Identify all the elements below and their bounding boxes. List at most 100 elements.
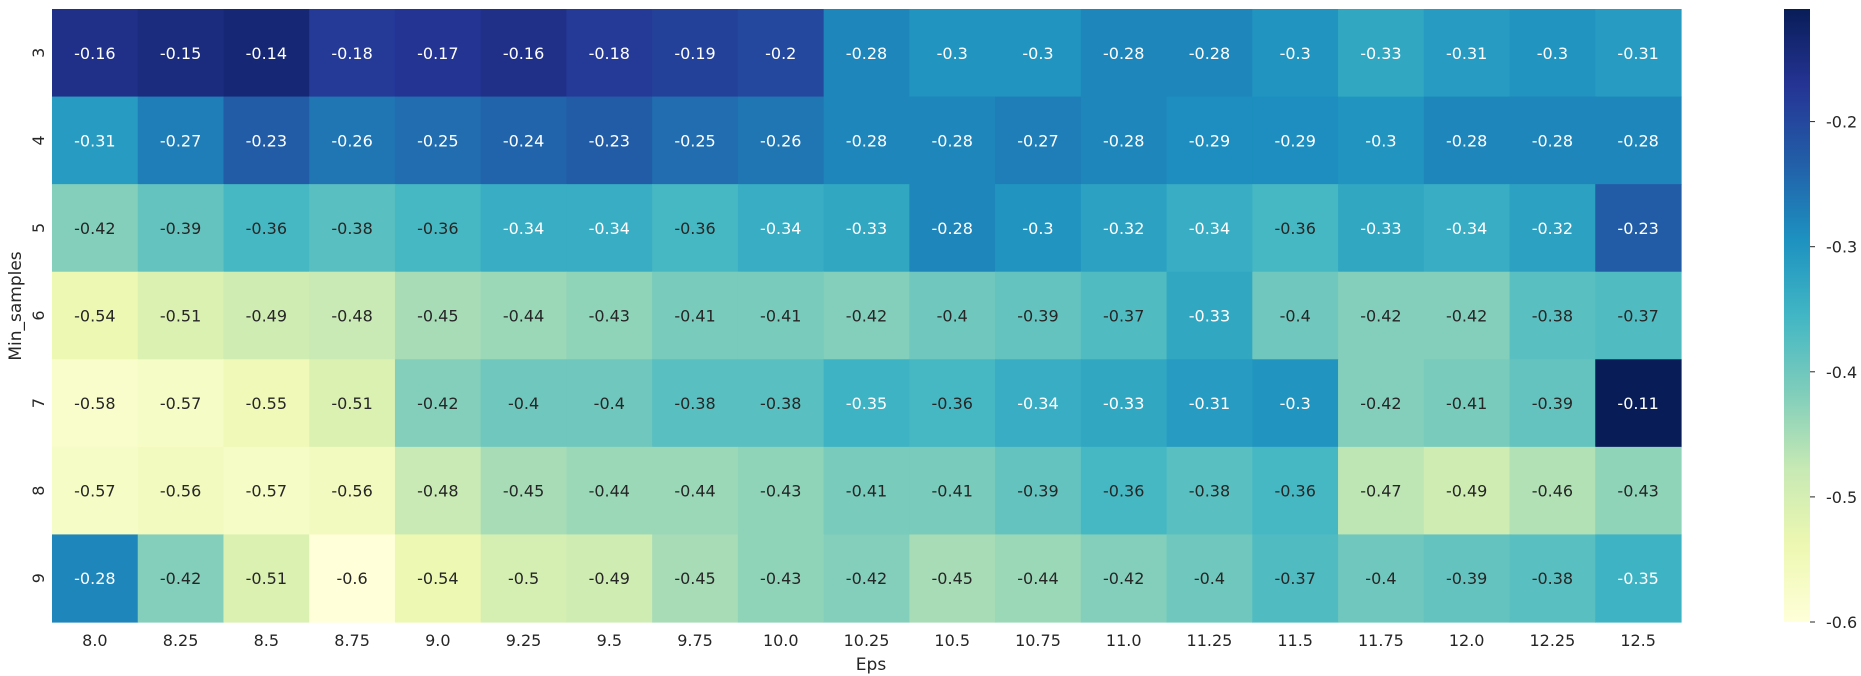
heatmap-cell [823,271,910,360]
cell-value-label: -0.43 [589,307,630,326]
cell-value-label: -0.41 [932,482,973,501]
heatmap-cell [1252,184,1339,273]
colorbar-tick-label: -0.6 [1826,613,1857,632]
cell-value-label: -0.36 [674,219,715,238]
cell-value-label: -0.28 [932,219,973,238]
heatmap-cell [1338,446,1425,536]
cell-value-label: -0.54 [74,307,115,326]
cell-value-label: -0.54 [417,569,458,588]
y-tick-label: 8 [29,486,48,496]
heatmap-cell [737,271,825,360]
cell-value-label: -0.34 [760,219,801,238]
cell-value-label: -0.3 [937,44,968,63]
heatmap-cell [995,534,1082,623]
heatmap-cell [909,359,996,448]
heatmap-cell [1595,359,1682,448]
cell-value-label: -0.38 [331,219,372,238]
x-tick-label: 10.0 [763,631,799,650]
heatmap-cell [737,446,825,536]
heatmap-cell [1595,446,1682,536]
cell-value-label: -0.33 [1360,44,1401,63]
cell-value-label: -0.2 [765,44,796,63]
cell-value-label: -0.39 [1017,307,1058,326]
heatmap-cell [309,96,396,185]
cell-value-label: -0.45 [674,569,715,588]
cell-value-label: -0.37 [1103,307,1144,326]
cell-value-label: -0.42 [417,394,458,413]
cell-value-label: -0.43 [760,569,801,588]
cell-value-label: -0.28 [74,569,115,588]
cell-value-label: -0.28 [1446,131,1487,150]
heatmap-cell [137,271,225,360]
cell-value-label: -0.36 [417,219,458,238]
cell-value-label: -0.3 [1280,44,1311,63]
heatmap-cell [1166,96,1253,185]
heatmap-cell [1252,359,1339,448]
x-tick-label: 11.5 [1277,631,1313,650]
x-tick-label: 8.75 [334,631,370,650]
heatmap-cell [1080,184,1168,273]
heatmap-cell [737,9,825,98]
heatmap-cell [309,9,396,98]
cell-value-label: -0.28 [1617,131,1658,150]
cell-value-label: -0.39 [1446,569,1487,588]
cell-value-label: -0.58 [74,394,115,413]
heatmap-cell [566,96,653,185]
heatmap-cell [1080,534,1168,623]
cell-value-label: -0.31 [1189,394,1230,413]
cell-value-label: -0.44 [589,482,630,501]
colorbar-tick-label: -0.2 [1826,113,1857,132]
heatmap-cell [52,184,139,273]
cell-value-label: -0.28 [1103,44,1144,63]
y-tick-label: 3 [29,48,48,58]
heatmap-cell [394,359,482,448]
heatmap-cell [52,96,139,185]
heatmap-cell [909,184,996,273]
cell-value-label: -0.41 [846,482,887,501]
cell-value-label: -0.27 [1017,131,1058,150]
heatmap-cell [223,446,310,536]
heatmap-cell [566,446,653,536]
cell-value-label: -0.28 [846,44,887,63]
cell-value-label: -0.46 [1532,482,1573,501]
heatmap-cell [1080,96,1168,185]
heatmap-cell [995,9,1082,98]
heatmap-cell [1080,271,1168,360]
cell-value-label: -0.19 [674,44,715,63]
cell-value-label: -0.4 [937,307,968,326]
cell-value-label: -0.57 [160,394,201,413]
cell-value-label: -0.31 [1446,44,1487,63]
x-tick-label: 9.25 [506,631,542,650]
cell-value-label: -0.57 [246,482,287,501]
cell-value-label: -0.3 [1537,44,1568,63]
cell-value-label: -0.4 [1194,569,1225,588]
heatmap-cell [394,184,482,273]
cell-value-label: -0.34 [589,219,630,238]
cell-value-label: -0.28 [1189,44,1230,63]
cell-value-label: -0.38 [1532,569,1573,588]
cell-value-label: -0.17 [417,44,458,63]
cell-value-label: -0.36 [1274,482,1315,501]
colorbar-tick-labels: -0.6 -0.5 -0.4 -0.3 -0.2 [1810,113,1857,632]
heatmap-cell [480,184,568,273]
heatmap-cell [909,96,996,185]
heatmap-cell [1166,9,1253,98]
colorbar [1784,9,1810,622]
heatmap-cell [137,9,225,98]
x-tick-label: 11.0 [1106,631,1142,650]
heatmap-cell [1166,271,1253,360]
cell-value-label: -0.36 [1274,219,1315,238]
x-tick-label: 10.75 [1015,631,1061,650]
heatmap-cell [737,359,825,448]
heatmap-cell [137,96,225,185]
heatmap-cell [1423,271,1511,360]
heatmap-cell [309,446,396,536]
cell-value-label: -0.42 [1446,307,1487,326]
heatmap-cell [566,271,653,360]
cell-value-label: -0.36 [932,394,973,413]
x-tick-label: 11.25 [1187,631,1233,650]
heatmap-cell [1338,271,1425,360]
heatmap-cell [1166,359,1253,448]
heatmap-cell [823,96,910,185]
cell-value-label: -0.38 [760,394,801,413]
